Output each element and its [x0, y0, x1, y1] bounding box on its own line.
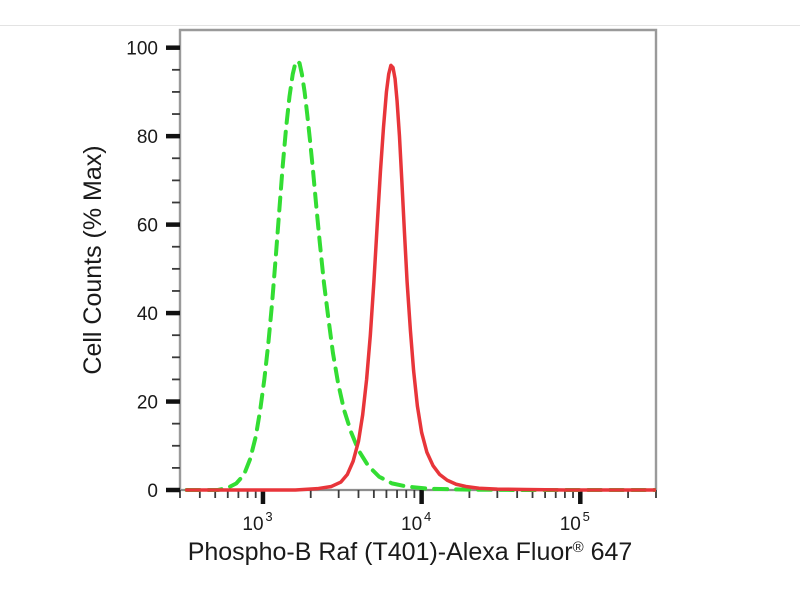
y-tick-label: 80: [137, 127, 158, 148]
plot-frame: [178, 28, 658, 490]
y-tick-label: 0: [147, 481, 158, 502]
y-tick-label: 100: [126, 39, 158, 60]
series-line-sample: [184, 63, 656, 492]
y-tick-label: 60: [137, 216, 158, 237]
x-tick-labels: 10 3 10 4 10 5: [242, 509, 590, 535]
series-group: [184, 58, 656, 492]
x-tick-label: 10: [242, 514, 263, 535]
top-divider-line: [0, 25, 800, 26]
y-axis: 0 20 40 60 80 100: [126, 39, 180, 502]
y-axis-title: Cell Counts (% Max): [79, 145, 107, 374]
x-tick-exponent: 4: [424, 509, 431, 524]
y-tick-label: 20: [137, 393, 158, 414]
y-tick-label: 40: [137, 304, 158, 325]
x-tick-label: 10: [401, 514, 422, 535]
x-tick-label: 10: [560, 514, 581, 535]
x-axis-title: Phospho-B Raf (T401)-Alexa Fluor® 647: [188, 538, 633, 566]
series-line-control: [184, 58, 656, 492]
x-tick-exponent: 3: [265, 509, 272, 524]
x-axis: [179, 488, 657, 504]
x-tick-exponent: 5: [583, 509, 590, 524]
